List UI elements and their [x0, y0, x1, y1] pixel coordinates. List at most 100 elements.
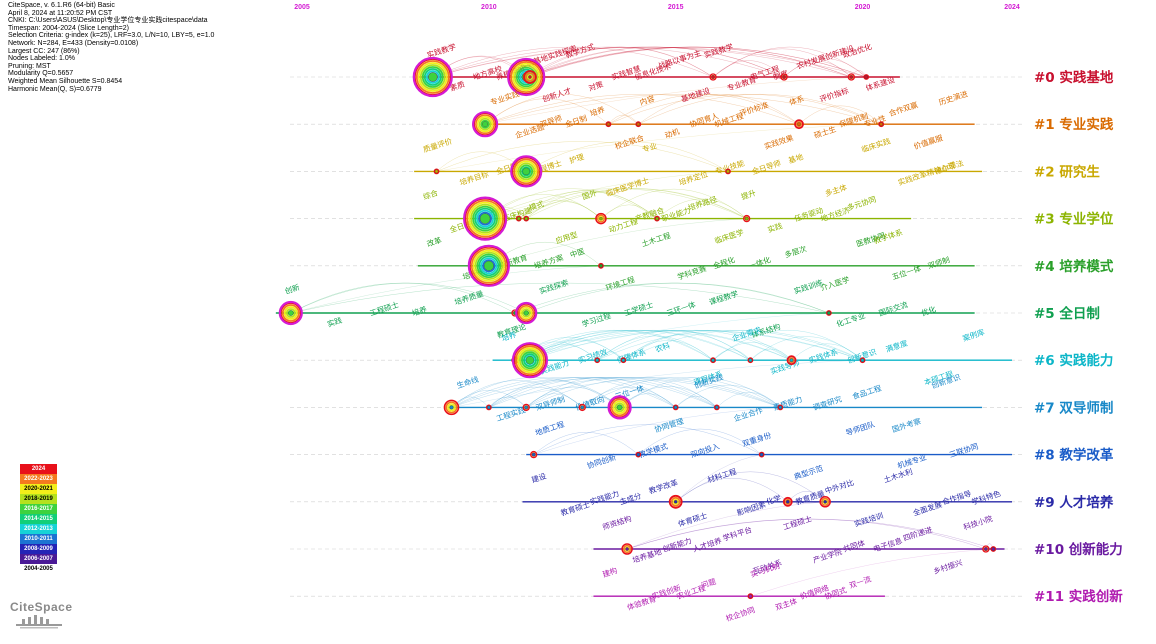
info-line: Timespan: 2004-2024 (Slice Length=2) [8, 24, 129, 32]
info-line: Largest CC: 247 (86%) [8, 47, 80, 55]
link-arc [529, 330, 863, 361]
link-arc [600, 204, 658, 219]
keyword-label: 国外考察 [890, 415, 922, 434]
link-arc [485, 188, 747, 219]
link-arc [526, 201, 602, 219]
keyword-label: 创新 [283, 282, 301, 296]
keyword-label: 介入医学 [819, 274, 851, 293]
link-arc [484, 93, 639, 125]
keyword-label: 三环一体 [665, 299, 697, 318]
link-arc [529, 46, 785, 78]
keyword-label: 体育硕士 [677, 510, 709, 529]
keyword-node [758, 451, 765, 458]
link-arc [619, 393, 676, 408]
keyword-node [467, 244, 510, 287]
keyword-label: 模式 [528, 198, 546, 212]
link-arc [675, 454, 762, 502]
link-arc [656, 198, 747, 219]
keyword-node [982, 545, 990, 553]
link-arc [597, 351, 624, 361]
info-line: CNKI: C:\Users\ASUS\Desktop\专业学位专业实践cite… [8, 17, 208, 25]
keyword-node [825, 310, 832, 316]
link-arc [518, 188, 747, 219]
link-arc [597, 330, 792, 361]
link-arc [526, 46, 714, 78]
link-arc [451, 377, 717, 408]
keyword-node [725, 168, 731, 175]
year-axis-label: 2024 [1004, 4, 1020, 11]
legend-entry: 2016-2017 [20, 504, 57, 514]
link-arc [485, 76, 867, 125]
info-line: Modularity Q=0.5657 [8, 70, 74, 78]
keyword-label: 医教协同 [855, 230, 887, 249]
year-axis-label: 2015 [668, 4, 684, 11]
link-arc [638, 94, 882, 125]
keyword-node [863, 74, 870, 80]
cluster-label: #8 教学改革 [1034, 447, 1114, 464]
link-arc [488, 380, 620, 408]
keyword-node [859, 357, 866, 364]
keyword-node [819, 496, 831, 508]
keyword-label: 环境工程 [604, 274, 636, 293]
keyword-label: 临床医学 [713, 227, 745, 246]
keyword-label: 培养方案 [533, 252, 565, 271]
link-arc [290, 265, 601, 314]
link-arc [488, 377, 717, 408]
keyword-label: 调查研究 [811, 393, 843, 412]
link-arc [514, 282, 829, 314]
keyword-label: 教学模式 [637, 441, 669, 460]
link-arc [608, 114, 639, 125]
link-arc [526, 188, 747, 219]
keyword-label: 质量评价 [422, 135, 454, 154]
link-arc [623, 333, 751, 361]
keyword-label: 综合 [422, 187, 440, 201]
keyword-label: 评价指标 [818, 85, 850, 104]
keyword-node [578, 403, 586, 412]
keyword-node [847, 73, 855, 81]
cluster-label: #4 培养模式 [1034, 258, 1114, 275]
keyword-node [620, 357, 627, 364]
keyword-label: 四阶递进 [902, 524, 934, 543]
keyword-node [710, 357, 716, 364]
keyword-label: 农科 [654, 340, 672, 354]
network-info-panel: CiteSpace, v. 6.1.R6 (64-bit) Basic Apri… [8, 2, 214, 93]
link-arc [485, 94, 882, 125]
keyword-label: 学科平台 [721, 524, 753, 543]
keyword-node [743, 214, 751, 223]
link-arc [600, 188, 747, 219]
keyword-label: 实践体系 [807, 346, 839, 365]
link-arc [290, 282, 527, 314]
keyword-label: 工程硕士 [368, 299, 400, 318]
cluster-label: #11 实践创新 [1034, 588, 1123, 605]
keyword-label: 多主体 [823, 182, 848, 199]
keyword-label: 战略以事为主 [656, 47, 702, 71]
link-arc [597, 329, 751, 361]
link-arc [627, 501, 826, 550]
link-arc [451, 360, 863, 408]
keyword-node [990, 546, 997, 552]
keyword-label: 国外 [581, 187, 599, 201]
keyword-label: 内容 [638, 93, 656, 107]
link-arc [712, 48, 852, 78]
keyword-label: 一体化 [747, 254, 772, 271]
legend-entry: 2008-2009 [20, 544, 57, 554]
keyword-label: 满意度 [884, 337, 909, 354]
citespace-logo-graphic [16, 615, 62, 629]
link-arc [638, 428, 762, 455]
keyword-node [672, 404, 679, 411]
info-line: Network: N=284, E=433 (Density=0.0108) [8, 39, 139, 47]
keyword-node [598, 262, 604, 269]
link-arc [484, 98, 609, 125]
keyword-label: 人才培养 [691, 535, 723, 554]
link-arc [582, 386, 676, 408]
info-line: Harmonic Mean(Q, S)=0.6779 [8, 85, 102, 93]
keyword-label: 创新能力 [661, 535, 693, 554]
keyword-node [412, 56, 453, 98]
link-arc [597, 330, 863, 361]
link-arc [488, 396, 527, 408]
link-arc [712, 46, 867, 78]
link-arc [451, 380, 583, 408]
